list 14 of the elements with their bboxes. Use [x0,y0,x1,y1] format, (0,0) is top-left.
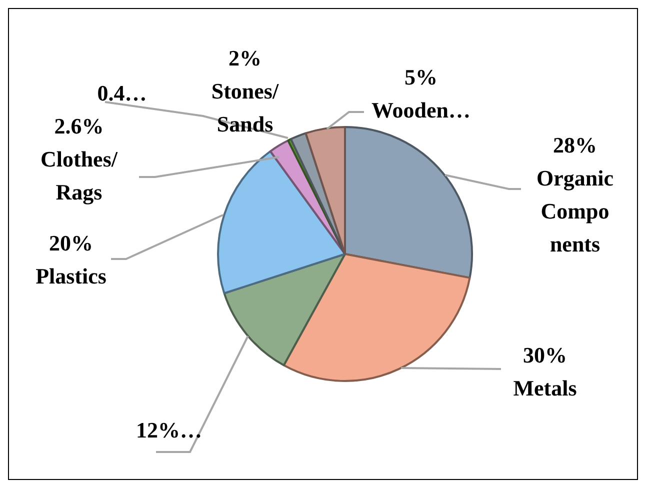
slice-label: Clothes/ Rags [40,146,118,205]
data-label: 5% [404,64,438,90]
slice-label: Plastics [36,264,107,289]
data-label: 20% [49,230,93,256]
data-label: 2% [228,46,262,71]
slice-label: Metals [513,376,578,401]
data-label: 2.6% [54,114,104,139]
data-label: 28% [553,132,597,158]
data-label: 12%… [136,418,202,443]
data-label: 0.4… [97,80,147,106]
slice-label: Wooden… [371,98,471,123]
data-label: 30% [523,342,567,368]
slice-label: Organic Components [536,166,614,257]
slice-label: Stones/ Sands [211,78,280,137]
